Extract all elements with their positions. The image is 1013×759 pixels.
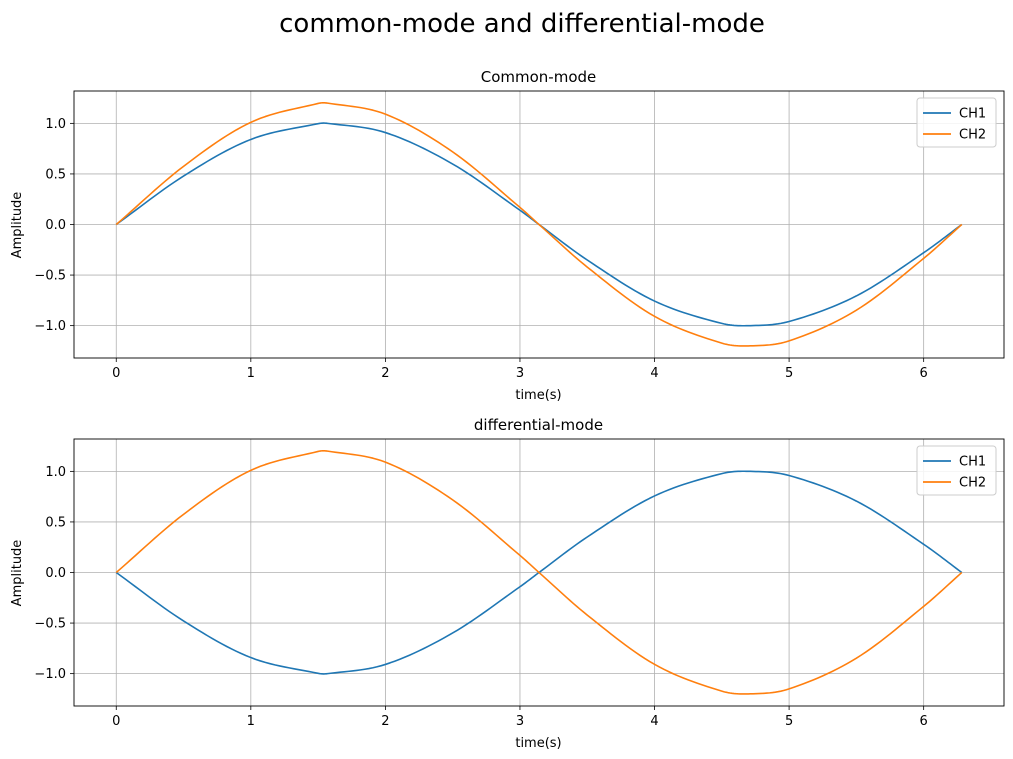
y-axis-label: Amplitude bbox=[10, 192, 25, 259]
x-axis-label: time(s) bbox=[515, 736, 561, 751]
y-tick-label: 0.0 bbox=[45, 218, 66, 233]
x-tick-label: 2 bbox=[381, 366, 389, 381]
series-line-ch2 bbox=[115, 449, 963, 695]
subplot-differential-mode: differential-mode time(s) Amplitude 0 1 2 3… bbox=[10, 416, 1005, 751]
series-line-ch2 bbox=[115, 101, 963, 347]
x-tick-label: 6 bbox=[920, 366, 928, 381]
figure-suptitle: common-mode and differential-mode bbox=[279, 9, 765, 39]
y-tick-label: 1.0 bbox=[45, 465, 66, 480]
y-tick-label: −0.5 bbox=[34, 617, 66, 632]
subplot-title: differential-mode bbox=[474, 416, 603, 434]
legend-label: CH1 bbox=[959, 455, 986, 470]
x-tick-label: 2 bbox=[381, 714, 389, 729]
y-axis-label: Amplitude bbox=[10, 540, 25, 607]
x-tick-label: 0 bbox=[112, 366, 120, 381]
legend-label: CH2 bbox=[959, 128, 986, 143]
y-tick-label: −1.0 bbox=[34, 667, 66, 682]
x-tick-label: 3 bbox=[516, 714, 524, 729]
subplot-title: Common-mode bbox=[481, 68, 597, 86]
x-tick-label: 1 bbox=[247, 366, 255, 381]
y-tick-label: 0.0 bbox=[45, 566, 66, 581]
x-tick-label: 4 bbox=[650, 366, 658, 381]
x-tick-label: 0 bbox=[112, 714, 120, 729]
x-tick-label: 3 bbox=[516, 366, 524, 381]
y-tick-label: 0.5 bbox=[45, 515, 66, 530]
x-tick-label: 5 bbox=[785, 714, 793, 729]
x-tick-label: 5 bbox=[785, 366, 793, 381]
legend-label: CH2 bbox=[959, 476, 986, 491]
x-tick-label: 1 bbox=[247, 714, 255, 729]
legend-label: CH1 bbox=[959, 107, 986, 122]
y-tick-label: −0.5 bbox=[34, 269, 66, 284]
x-tick-label: 6 bbox=[920, 714, 928, 729]
y-tick-label: 1.0 bbox=[45, 117, 66, 132]
x-tick-label: 4 bbox=[650, 714, 658, 729]
x-axis-label: time(s) bbox=[515, 388, 561, 403]
y-tick-label: −1.0 bbox=[34, 319, 66, 334]
y-tick-label: 0.5 bbox=[45, 167, 66, 182]
subplot-common-mode: Common-mode time(s) Amplitude 0 1 2 3 4 5 6 −1.… bbox=[10, 68, 1005, 403]
